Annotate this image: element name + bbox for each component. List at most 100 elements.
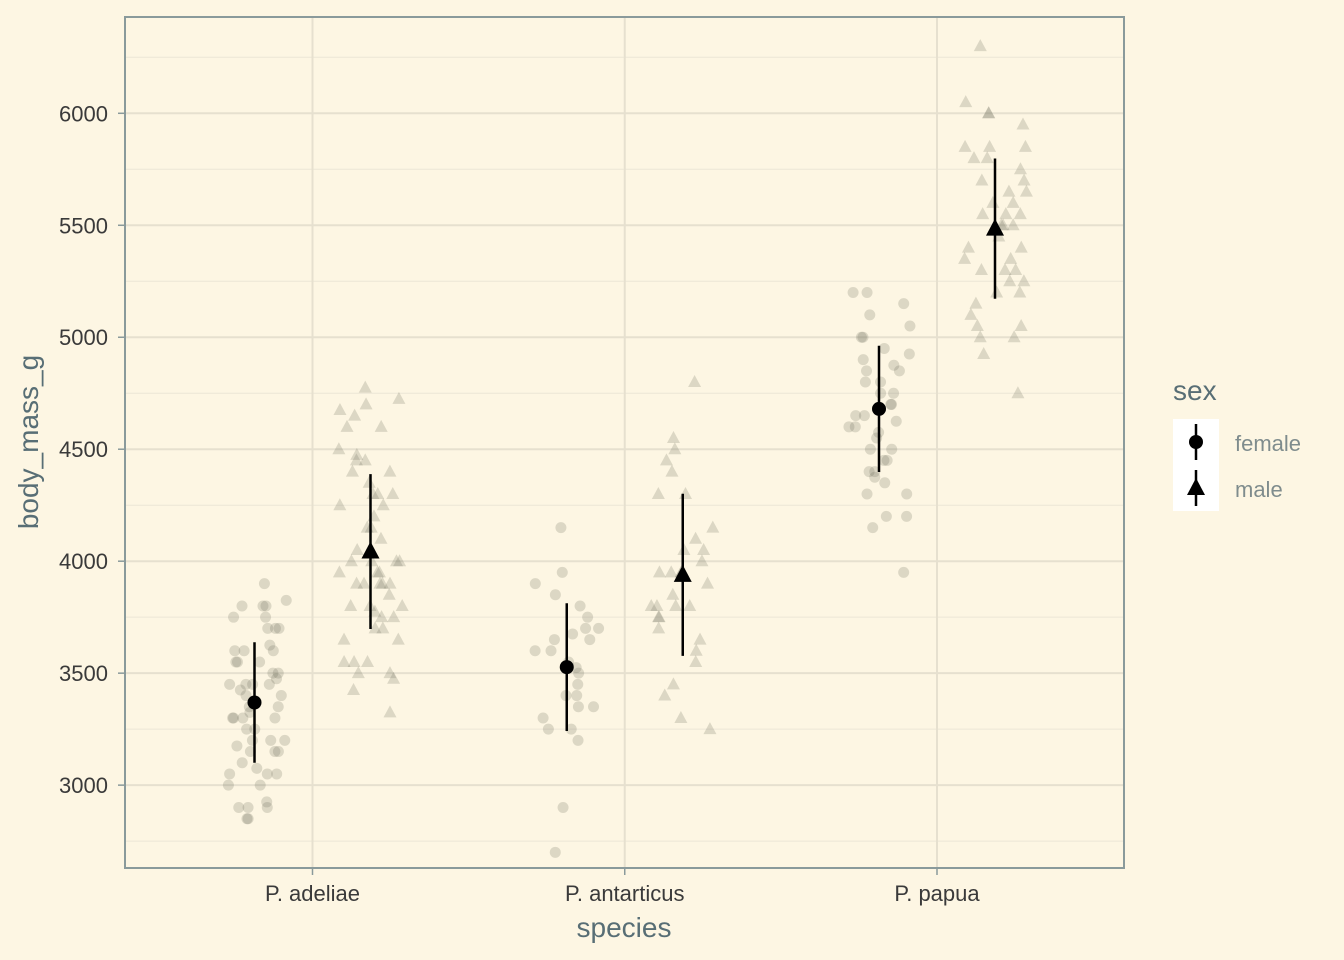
data-point-male bbox=[1017, 173, 1031, 186]
data-point-female bbox=[857, 331, 869, 343]
data-point-male bbox=[998, 263, 1012, 276]
data-point-female bbox=[224, 768, 236, 780]
data-point-male bbox=[666, 677, 680, 690]
data-point-male bbox=[658, 688, 672, 701]
data-point-female bbox=[261, 796, 273, 808]
data-point-female bbox=[573, 667, 585, 679]
data-point-female bbox=[241, 723, 253, 735]
data-point-male bbox=[652, 610, 666, 623]
data-point-female bbox=[885, 398, 897, 410]
data-point-male bbox=[393, 554, 407, 567]
data-point-female bbox=[224, 678, 236, 690]
data-point-male bbox=[395, 598, 409, 611]
data-point-female bbox=[269, 712, 281, 724]
data-point-male bbox=[652, 565, 666, 578]
data-point-female bbox=[272, 667, 284, 679]
data-point-male bbox=[371, 565, 385, 578]
data-point-male bbox=[974, 263, 988, 276]
data-point-male bbox=[1013, 162, 1027, 175]
data-point-female bbox=[537, 712, 549, 724]
data-point-female bbox=[257, 600, 269, 612]
data-point-male bbox=[644, 598, 658, 611]
data-point-male bbox=[982, 106, 996, 119]
data-point-male bbox=[674, 710, 688, 723]
data-point-female bbox=[258, 578, 270, 590]
data-point-male bbox=[665, 464, 679, 477]
data-point-female bbox=[271, 768, 283, 780]
data-point-female bbox=[571, 690, 583, 702]
data-point-female bbox=[890, 415, 902, 427]
data-point-male bbox=[358, 380, 372, 393]
data-point-female bbox=[231, 656, 243, 668]
legend-circle-marker bbox=[1189, 435, 1203, 449]
y-axis-ticks: 3000 3500 4000 4500 5000 5500 6000 bbox=[59, 101, 125, 798]
data-point-female bbox=[263, 678, 275, 690]
data-point-male bbox=[376, 621, 390, 634]
data-point-female bbox=[875, 376, 887, 388]
data-point-male bbox=[996, 218, 1010, 231]
data-point-male bbox=[348, 408, 362, 421]
y-tick-label: 3000 bbox=[59, 773, 108, 798]
raw-points bbox=[222, 39, 1033, 858]
data-point-female bbox=[267, 667, 279, 679]
data-point-female bbox=[843, 421, 855, 433]
data-point-female bbox=[893, 365, 905, 377]
legend-label-male: male bbox=[1235, 477, 1283, 502]
data-point-male bbox=[990, 285, 1004, 298]
legend-triangle-marker bbox=[1187, 478, 1205, 495]
mean-point-male bbox=[986, 218, 1004, 236]
data-point-female bbox=[549, 589, 561, 601]
data-point-female bbox=[584, 634, 596, 646]
data-point-female bbox=[861, 286, 873, 298]
data-point-male bbox=[664, 565, 678, 578]
data-point-female bbox=[229, 645, 241, 657]
data-point-female bbox=[236, 600, 248, 612]
data-point-female bbox=[236, 757, 248, 769]
mean-point-male bbox=[361, 541, 380, 559]
data-point-female bbox=[878, 454, 890, 466]
data-point-male bbox=[362, 475, 376, 488]
data-point-male bbox=[361, 654, 375, 667]
mean-point-female bbox=[872, 401, 886, 416]
data-point-female bbox=[572, 701, 584, 713]
data-point-male bbox=[1013, 207, 1027, 220]
data-point-female bbox=[242, 813, 254, 825]
data-point-female bbox=[588, 701, 600, 713]
data-point-male bbox=[344, 598, 358, 611]
data-point-male bbox=[982, 106, 996, 119]
data-point-female bbox=[269, 746, 281, 758]
data-point-male bbox=[976, 207, 990, 220]
data-point-female bbox=[246, 734, 258, 746]
data-point-female bbox=[275, 690, 287, 702]
data-point-male bbox=[358, 453, 372, 466]
data-point-female bbox=[234, 684, 246, 696]
data-point-male bbox=[973, 39, 987, 52]
data-point-male bbox=[375, 576, 389, 589]
y-axis-title: body_mass_g bbox=[13, 355, 44, 529]
x-tick-label: P. antarticus bbox=[565, 881, 684, 906]
data-point-female bbox=[861, 365, 873, 377]
data-point-female bbox=[280, 594, 292, 606]
data-point-male bbox=[345, 464, 359, 477]
data-point-male bbox=[1014, 240, 1028, 253]
data-point-female bbox=[864, 443, 876, 455]
data-point-male bbox=[969, 296, 983, 309]
data-point-female bbox=[849, 421, 861, 433]
data-point-female bbox=[272, 701, 284, 713]
data-point-male bbox=[386, 487, 400, 500]
data-point-female bbox=[542, 723, 554, 735]
data-point-male bbox=[666, 587, 680, 600]
data-point-female bbox=[867, 522, 879, 534]
data-point-female bbox=[230, 656, 242, 668]
data-point-female bbox=[233, 802, 245, 814]
y-tick-label: 5500 bbox=[59, 213, 108, 238]
data-point-female bbox=[898, 298, 910, 310]
data-point-male bbox=[372, 565, 386, 578]
data-point-female bbox=[240, 678, 252, 690]
data-point-female bbox=[863, 466, 875, 478]
data-point-female bbox=[272, 746, 284, 758]
data-point-male bbox=[977, 347, 991, 360]
data-point-female bbox=[898, 566, 910, 578]
data-point-female bbox=[861, 488, 873, 500]
